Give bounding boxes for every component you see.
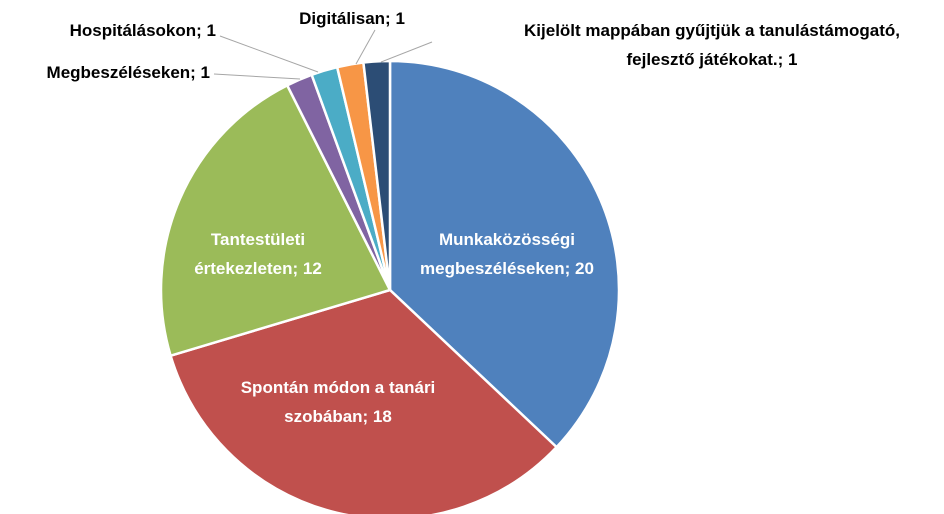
- data-label-line: Munkaközösségi: [439, 230, 575, 249]
- data-label-line: Tantestületi: [211, 230, 305, 249]
- data-label-line: Spontán módon a tanári: [241, 378, 436, 397]
- data-label: Hospitálásokon; 1: [70, 21, 216, 40]
- data-label-line: Hospitálásokon; 1: [70, 21, 216, 40]
- data-label-line: értekezleten; 12: [194, 259, 322, 278]
- leader-line: [213, 73, 301, 80]
- data-label: Spontán módon a tanári szobában; 18: [241, 378, 436, 426]
- data-label-line: Kijelölt mappában gyűjtjük a tanulástámo…: [524, 21, 900, 40]
- data-label-line: megbeszéléseken; 20: [420, 259, 594, 278]
- data-label-line: szobában; 18: [284, 407, 392, 426]
- leader-line: [355, 29, 376, 65]
- data-label-line: Digitálisan; 1: [299, 9, 405, 28]
- pie-slice: [388, 59, 621, 449]
- data-label: Megbeszéléseken; 1: [47, 63, 210, 82]
- leader-line: [219, 35, 319, 73]
- leader-line: [380, 41, 433, 63]
- pie-slice: [169, 288, 559, 514]
- pie-slice: [362, 59, 392, 291]
- data-label-line: fejlesztő játékokat.; 1: [626, 50, 797, 69]
- pie-slice: [159, 83, 392, 358]
- data-label-line: Megbeszéléseken; 1: [47, 63, 210, 82]
- data-label: Kijelölt mappában gyűjtjük a tanulástámo…: [524, 21, 900, 69]
- data-label: Digitálisan; 1: [299, 9, 405, 28]
- data-label: Tantestületi értekezleten; 12: [194, 230, 322, 278]
- data-label: Munkaközösségi megbeszéléseken; 20: [420, 230, 594, 278]
